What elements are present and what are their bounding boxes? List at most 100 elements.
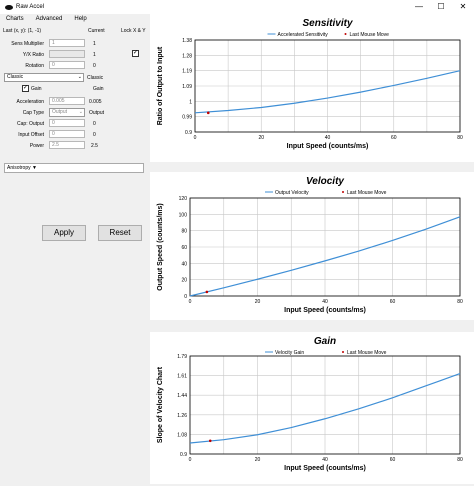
- x-tick-label: 80: [457, 299, 463, 305]
- plot-frame: [189, 197, 461, 297]
- y-tick-label: 0: [184, 294, 187, 300]
- input-offset-label: Input Offset: [18, 132, 44, 138]
- gain-series-line: [189, 373, 461, 444]
- rotation-input[interactable]: 0: [49, 61, 85, 69]
- legend-entry-series: Output Velocity: [275, 190, 309, 196]
- acceleration-current: 0.005: [89, 99, 102, 105]
- y-tick-label: 100: [179, 212, 188, 218]
- menu-advanced[interactable]: Advanced: [35, 16, 63, 22]
- anisotropy-toggle[interactable]: Anisotropy ▼: [4, 163, 144, 173]
- x-axis-label: Input Speed (counts/ms): [284, 465, 366, 472]
- gain-legend: Velocity Gain Last Mouse Move: [265, 350, 387, 356]
- x-tick-label: 0: [189, 457, 192, 463]
- maximize-button[interactable]: ☐: [437, 2, 445, 11]
- cap-output-current: 0: [93, 121, 96, 127]
- sens-multiplier-current: 1: [93, 41, 96, 47]
- menu-charts[interactable]: Charts: [6, 16, 24, 22]
- acceleration-input[interactable]: 0.005: [49, 97, 85, 105]
- y-axis-label: Slope of Velocity Chart: [157, 366, 164, 443]
- power-current: 2.5: [91, 143, 98, 149]
- legend-entry-marker: Last Mouse Move: [347, 190, 387, 196]
- sensitivity-series-line: [194, 70, 461, 114]
- y-tick-label: 1.08: [177, 432, 187, 438]
- x-tick-label: 40: [325, 135, 331, 141]
- cap-type-select[interactable]: Output ⌄: [49, 108, 85, 117]
- gain-chart-title: Gain: [314, 336, 336, 347]
- menu-help[interactable]: Help: [74, 16, 87, 22]
- chevron-down-icon: ⌄: [77, 74, 82, 80]
- settings-panel: Last (x, y): (1, -1) Current Lock X & Y …: [0, 24, 150, 484]
- x-tick-label: 60: [391, 135, 397, 141]
- power-input[interactable]: 2.5: [49, 141, 85, 149]
- sensitivity-chart: Sensitivity Accelerated Sensitivity Last M…: [150, 14, 474, 162]
- yx-ratio-label: Y/X Ratio: [22, 52, 44, 58]
- rotation-label: Rotation: [25, 63, 44, 69]
- apply-button[interactable]: Apply: [42, 225, 86, 241]
- last-mouse-move-point: [208, 439, 212, 443]
- y-tick-label: 1.79: [177, 354, 187, 360]
- close-button[interactable]: ✕: [459, 2, 467, 11]
- yx-ratio-input[interactable]: [49, 50, 85, 58]
- input-offset-input[interactable]: 0: [49, 130, 85, 138]
- sens-multiplier-input[interactable]: 1: [49, 39, 85, 47]
- y-axis-label: Ratio of Output to Input: [157, 46, 164, 125]
- minimize-button[interactable]: —: [415, 2, 423, 11]
- y-tick-label: 1: [189, 99, 192, 105]
- last-move-label: Last (x, y): (1, -1): [3, 28, 42, 34]
- y-tick-label: 120: [179, 196, 188, 202]
- current-header: Current: [88, 28, 105, 34]
- acceleration-label: Acceleration: [16, 99, 44, 105]
- x-tick-label: 60: [390, 457, 396, 463]
- cap-output-label: Cap: Output: [17, 121, 44, 127]
- lock-xy-checkbox[interactable]: ✓: [132, 50, 139, 57]
- velocity-chart-svg: Velocity Output Velocity Last Mouse Move 0 2…: [157, 176, 463, 314]
- gain-label: Gain: [31, 86, 42, 92]
- cap-type-label: Cap Type: [22, 110, 44, 116]
- sensitivity-legend: Accelerated Sensitivity Last Mouse Move: [267, 32, 389, 38]
- cap-type-current: Output: [89, 110, 105, 116]
- y-tick-label: 1.38: [182, 38, 192, 44]
- y-tick-label: 1.61: [177, 374, 187, 380]
- velocity-chart-title: Velocity: [306, 176, 344, 187]
- rotation-current: 0: [93, 63, 96, 69]
- sensitivity-chart-title: Sensitivity: [302, 18, 352, 29]
- lock-xy-label: Lock X & Y: [121, 28, 146, 34]
- legend-entry-marker: Last Mouse Move: [347, 350, 387, 356]
- legend-marker-swatch: [344, 33, 347, 35]
- y-tick-label: 0.9: [180, 452, 187, 458]
- y-tick-label: 1.09: [182, 84, 192, 90]
- y-tick-label: 1.19: [182, 69, 192, 75]
- velocity-series-line: [189, 216, 461, 297]
- y-tick-label: 1.26: [177, 413, 187, 419]
- sensitivity-chart-svg: Sensitivity Accelerated Sensitivity Last M…: [157, 18, 463, 150]
- reset-button[interactable]: Reset: [98, 225, 142, 241]
- y-tick-label: 0.9: [185, 130, 192, 136]
- x-tick-label: 20: [255, 457, 261, 463]
- y-tick-label: 0.99: [182, 115, 192, 121]
- x-tick-label: 40: [322, 457, 328, 463]
- x-axis-label: Input Speed (counts/ms): [287, 143, 369, 150]
- gain-chart: Gain Velocity Gain Last Mouse Move 0 20 40 60 8…: [150, 332, 474, 484]
- cap-type-value: Output: [52, 109, 68, 115]
- y-tick-label: 1.44: [177, 393, 187, 399]
- app-icon: [5, 4, 13, 10]
- y-tick-label: 60: [181, 245, 187, 251]
- y-tick-label: 80: [181, 229, 187, 235]
- legend-marker-swatch: [342, 351, 344, 353]
- window-title: Raw Accel: [16, 4, 45, 10]
- power-label: Power: [29, 143, 44, 149]
- legend-marker-swatch: [342, 191, 344, 193]
- x-tick-label: 20: [255, 299, 261, 305]
- plot-frame: [194, 39, 461, 133]
- velocity-chart: Velocity Output Velocity Last Mouse Move 0 2…: [150, 172, 474, 320]
- last-mouse-move-point: [205, 290, 209, 294]
- input-offset-current: 0: [93, 132, 96, 138]
- cap-output-input[interactable]: 0: [49, 119, 85, 127]
- gain-checkbox[interactable]: ✓: [22, 85, 29, 92]
- legend-entry-series: Velocity Gain: [275, 350, 304, 356]
- chevron-down-icon: ⌄: [78, 109, 83, 115]
- mode-select[interactable]: Classic ⌄: [4, 73, 84, 82]
- x-tick-label: 20: [258, 135, 264, 141]
- y-tick-label: 20: [181, 278, 187, 284]
- title-bar: Raw Accel — ☐ ✕: [0, 0, 474, 14]
